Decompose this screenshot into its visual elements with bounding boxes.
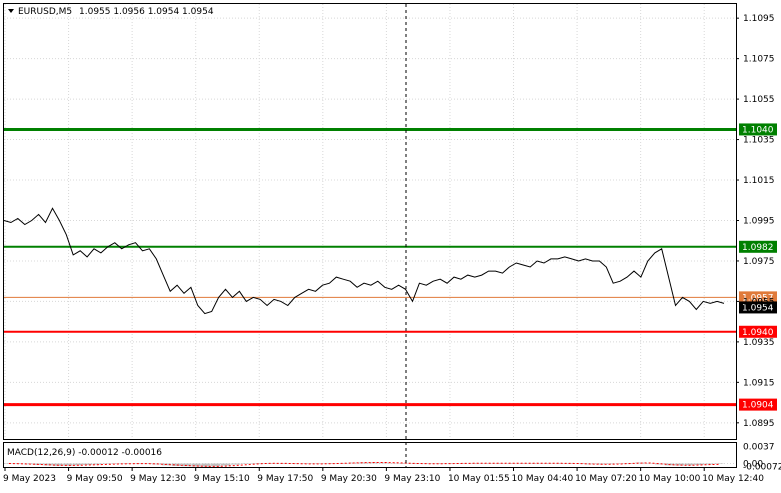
- macd-hist-bar: [615, 463, 625, 464]
- y-tick-label: 1.0975: [743, 257, 775, 267]
- ohlc-readout: 1.0955 1.0956 1.0954 1.0954: [79, 7, 214, 17]
- macd-hist-bar: [319, 463, 329, 464]
- macd-hist-bar: [447, 463, 458, 464]
- y-tick-label: 1.0895: [743, 419, 775, 429]
- macd-hist-bar: [211, 463, 221, 467]
- macd-hist-bar: [398, 463, 408, 464]
- current-price-tag: [739, 301, 777, 314]
- macd-hist-bar: [566, 463, 576, 464]
- macd-indicator-label: MACD(12,26,9) -0.00012 -0.00016: [7, 448, 162, 458]
- x-tick-label: 9 May 15:10: [194, 474, 250, 484]
- macd-hist-bar: [359, 462, 369, 464]
- price-level-label: 1.1040: [742, 125, 774, 135]
- price-level-tag: [739, 240, 777, 253]
- macd-hist-bar: [339, 463, 349, 464]
- macd-hist-bar: [684, 463, 694, 466]
- macd-hist-bar: [270, 463, 280, 464]
- price-series: [3, 207, 725, 315]
- macd-hist-bar: [191, 463, 201, 467]
- price-level-label: 1.0940: [742, 328, 774, 338]
- y-tick-label: 1.1035: [743, 136, 775, 146]
- macd-hist-bar: [526, 463, 536, 464]
- macd-hist-bar: [63, 463, 73, 466]
- y-tick-label: 1.0955: [743, 297, 775, 307]
- macd-hist-bar: [467, 463, 477, 464]
- symbol-dropdown-icon[interactable]: [8, 9, 14, 13]
- y-tick-label: 1.0995: [743, 216, 775, 226]
- macd-hist-bar: [53, 463, 63, 466]
- y-tick-label: 1.1055: [743, 95, 775, 105]
- current-price-label: 1.0954: [742, 303, 774, 313]
- macd-series: [4, 462, 724, 467]
- macd-hist-bar: [82, 463, 93, 465]
- macd-hist-bar: [595, 463, 606, 465]
- main-chart-frame: [3, 3, 737, 440]
- x-tick-label: 9 May 2023: [3, 474, 56, 484]
- macd-hist-bar: [92, 463, 103, 465]
- macd-y-tick-label: -0.00072: [743, 463, 781, 473]
- macd-hist-bar: [546, 463, 556, 464]
- price-level-label: 1.0957: [742, 293, 774, 303]
- y-tick-label: 1.0915: [743, 378, 775, 388]
- x-tick-label: 10 May 10:00: [639, 474, 701, 484]
- macd-hist-bar: [487, 463, 497, 464]
- macd-hist-bar: [250, 463, 260, 464]
- price-level-label: 1.0982: [742, 243, 774, 253]
- macd-hist-bar: [43, 463, 53, 466]
- macd-hist-bar: [181, 463, 191, 467]
- y-tick-label: 1.1095: [743, 14, 775, 24]
- macd-hist-bar: [694, 463, 704, 465]
- macd-hist-bar: [714, 463, 724, 464]
- macd-hist-bar: [221, 463, 231, 466]
- macd-hist-bar: [171, 463, 181, 466]
- macd-hist-bar: [674, 463, 684, 466]
- macd-hist-bar: [299, 463, 310, 464]
- macd-hist-bar: [418, 463, 428, 464]
- x-tick-label: 10 May 04:40: [512, 474, 574, 484]
- x-tick-label: 10 May 01:55: [448, 474, 510, 484]
- price-level-tag: [739, 123, 777, 136]
- x-tick-label: 10 May 07:20: [575, 474, 637, 484]
- y-tick-label: 1.1015: [743, 176, 775, 186]
- macd-hist-bar: [102, 463, 112, 464]
- macd-hist-bar: [122, 463, 132, 464]
- macd-hist-bar: [151, 463, 162, 465]
- macd-signal-line: [8, 462, 720, 467]
- macd-hist-bar: [655, 463, 665, 465]
- macd-hist-bar: [4, 463, 14, 464]
- x-tick-label: 9 May 20:30: [321, 474, 377, 484]
- macd-hist-bar: [704, 463, 714, 465]
- macd-hist-bar: [438, 463, 448, 464]
- macd-hist-bar: [230, 463, 241, 465]
- x-tick-label: 9 May 23:10: [384, 474, 440, 484]
- macd-hist-bar: [635, 462, 645, 464]
- macd-hist-bar: [378, 462, 389, 464]
- x-tick-label: 9 May 09:50: [67, 474, 123, 484]
- y-tick-label: 1.1075: [743, 55, 775, 65]
- symbol-label[interactable]: EURUSD,M5: [18, 7, 72, 17]
- axes: 1.1095 1.1075 1.1055 1.1035 1.1015 1.0995 1.09…: [3, 14, 781, 484]
- x-tick-label: 9 May 12:30: [130, 474, 186, 484]
- macd-panel-frame: [3, 442, 737, 468]
- macd-hist-bar: [201, 463, 211, 467]
- x-tick-label: 10 May 12:40: [702, 474, 764, 484]
- macd-hist-bar: [240, 463, 250, 464]
- price-level-label: 1.0904: [742, 401, 774, 411]
- macd-y-tick-label: 0.00: [743, 459, 763, 469]
- price-level-tag: [739, 325, 777, 338]
- macd-hist-bar: [73, 463, 83, 466]
- x-tick-label: 9 May 17:50: [257, 474, 313, 484]
- y-tick-label: 1.0935: [743, 338, 775, 348]
- price-levels: 1.1040 1.0982 1.0957 1.0940 1.0904 1.0954: [4, 123, 777, 411]
- price-level-tag: [739, 291, 777, 304]
- macd-hist-bar: [507, 463, 517, 464]
- grid-lines: [4, 4, 736, 464]
- price-line: [3, 207, 725, 315]
- macd-y-tick-label: 0.0037: [743, 443, 775, 453]
- macd-hist-bar: [23, 463, 33, 465]
- price-level-tag: [739, 398, 777, 411]
